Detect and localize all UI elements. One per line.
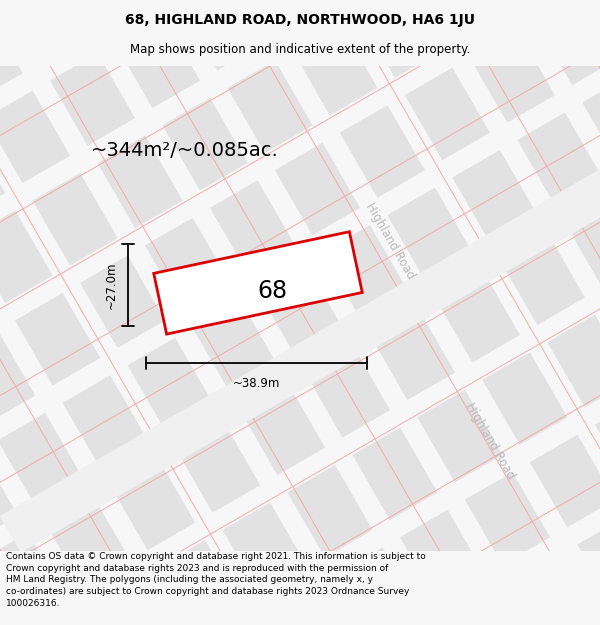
Polygon shape [205,622,290,625]
Polygon shape [595,397,600,490]
Polygon shape [180,0,265,71]
Polygon shape [482,352,568,445]
Polygon shape [435,270,520,362]
Polygon shape [547,315,600,408]
Polygon shape [154,232,362,334]
Polygon shape [292,22,377,116]
Polygon shape [145,218,230,311]
Polygon shape [487,0,572,2]
Polygon shape [45,495,130,588]
Polygon shape [50,53,135,146]
Text: ~38.9m: ~38.9m [233,377,280,390]
Polygon shape [0,211,53,303]
Polygon shape [370,308,455,400]
Text: 68: 68 [257,279,287,303]
Polygon shape [275,142,360,235]
Polygon shape [227,61,313,153]
Polygon shape [0,413,83,506]
Polygon shape [28,615,113,625]
Polygon shape [15,293,100,386]
Polygon shape [193,300,278,392]
Polygon shape [0,532,65,625]
Text: ~27.0m: ~27.0m [105,261,118,309]
Polygon shape [577,517,600,609]
Polygon shape [465,472,550,565]
Polygon shape [400,510,485,602]
Polygon shape [240,382,325,475]
Polygon shape [388,188,472,280]
Polygon shape [97,136,182,228]
Polygon shape [582,75,600,168]
Polygon shape [0,451,18,543]
Polygon shape [223,503,308,595]
Text: Highland Road: Highland Road [363,201,417,281]
Polygon shape [0,128,5,221]
Polygon shape [340,105,425,198]
Text: ~344m²/~0.085ac.: ~344m²/~0.085ac. [91,141,279,160]
Polygon shape [32,173,118,266]
Polygon shape [2,0,88,63]
Text: Map shows position and indicative extent of the property.: Map shows position and indicative extent… [130,42,470,56]
Polygon shape [352,428,437,520]
Polygon shape [405,68,490,160]
Polygon shape [257,262,343,355]
Polygon shape [110,458,195,550]
Polygon shape [245,0,330,33]
Polygon shape [452,150,538,242]
Text: Contains OS data © Crown copyright and database right 2021. This information is : Contains OS data © Crown copyright and d… [6,552,426,608]
Polygon shape [163,98,248,191]
Polygon shape [287,465,373,558]
Polygon shape [500,232,585,325]
Text: Highland Road: Highland Road [463,401,517,482]
Polygon shape [62,375,148,468]
Polygon shape [535,0,600,85]
Text: 68, HIGHLAND ROAD, NORTHWOOD, HA6 1JU: 68, HIGHLAND ROAD, NORTHWOOD, HA6 1JU [125,12,475,27]
Polygon shape [92,578,178,625]
Polygon shape [470,30,555,123]
Polygon shape [67,0,152,26]
Polygon shape [335,548,420,625]
Polygon shape [418,390,503,482]
Polygon shape [530,435,600,528]
Polygon shape [175,420,260,512]
Polygon shape [80,256,165,348]
Polygon shape [565,195,600,288]
Polygon shape [115,16,200,108]
Polygon shape [0,66,600,552]
Polygon shape [270,585,355,625]
Polygon shape [512,554,598,625]
Polygon shape [357,0,442,78]
Polygon shape [422,0,508,40]
Polygon shape [0,331,35,423]
Polygon shape [448,592,533,625]
Polygon shape [517,112,600,205]
Polygon shape [210,180,295,273]
Polygon shape [305,345,390,438]
Polygon shape [0,91,70,183]
Polygon shape [0,8,23,101]
Polygon shape [322,225,407,318]
Polygon shape [158,540,243,625]
Polygon shape [128,338,212,431]
